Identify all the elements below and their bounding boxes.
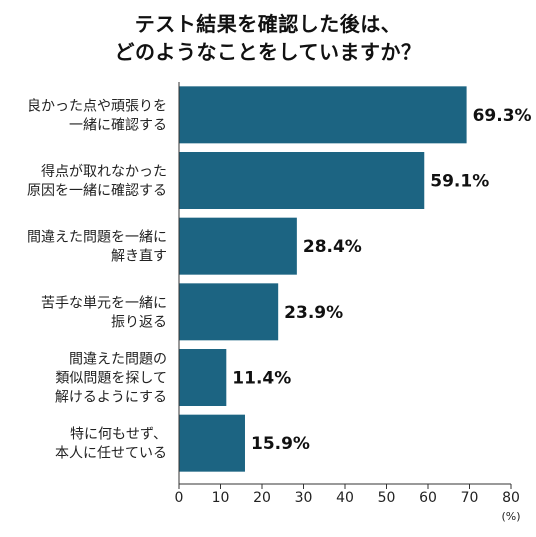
category-label-5-line-2: 類似問題を探して [55,371,167,387]
category-label-5-line-3: 解けるようにする [55,390,167,406]
value-label-4: 23.9% [284,303,343,323]
x-tick-label-80: 80 [502,490,520,506]
bar-1 [179,86,467,144]
bar-4 [179,283,279,341]
x-tick-label-70: 70 [461,490,479,506]
bar-5 [179,349,227,406]
category-label-1-line-2: 一緒に確認する [69,117,167,133]
value-label-2: 59.1% [430,172,489,192]
chart-title: テスト結果を確認した後は、 どのようなことをしていますか？ [0,10,536,66]
x-tick-label-40: 40 [336,490,354,506]
chart-title-line-1: テスト結果を確認した後は、 [134,12,402,36]
category-label-6-line-1: 特に何もせず、 [70,427,167,443]
category-label-4-line-2: 振り返る [111,314,167,330]
category-label-1-line-1: 良かった点や頑張りを [27,98,167,114]
x-tick-label-50: 50 [378,490,396,506]
category-label-6-line-2: 本人に任せている [55,446,167,462]
value-label-5: 11.4% [232,369,291,389]
category-label-4-line-1: 苦手な単元を一緒に [41,295,167,311]
bar-2 [179,152,425,209]
x-axis-unit-label: (%) [501,510,520,523]
category-label-2-line-2: 原因を一緒に確認する [27,183,167,199]
category-label-5-line-1: 間違えた問題の [69,352,167,368]
value-label-1: 69.3% [473,106,532,126]
value-label-3: 28.4% [303,237,362,257]
category-label-2-line-1: 得点が取れなかった [41,163,167,180]
x-tick-label-30: 30 [295,490,313,506]
bar-6 [179,414,245,472]
category-label-3-line-1: 間違えた問題を一緒に [27,230,167,246]
x-tick-label-0: 0 [175,490,184,506]
x-tick-label-10: 10 [212,490,230,506]
value-label-6: 15.9% [251,434,310,454]
category-label-3-line-2: 解き直す [111,248,167,265]
x-tick-label-60: 60 [419,490,437,506]
chart-title-line-2: どのようなことをしていますか？ [114,40,422,64]
bar-3 [179,217,297,275]
x-tick-label-20: 20 [253,490,271,506]
